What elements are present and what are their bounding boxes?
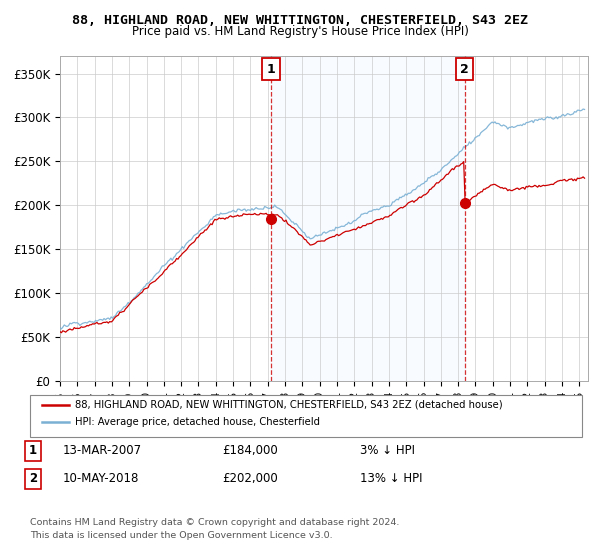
- Text: 1: 1: [29, 444, 37, 458]
- Text: 10-MAY-2018: 10-MAY-2018: [63, 472, 139, 486]
- Text: 1: 1: [267, 63, 275, 76]
- Text: £184,000: £184,000: [222, 444, 278, 458]
- Text: Price paid vs. HM Land Registry's House Price Index (HPI): Price paid vs. HM Land Registry's House …: [131, 25, 469, 38]
- Text: 2: 2: [29, 472, 37, 486]
- Text: 2: 2: [460, 63, 469, 76]
- Bar: [271, 56, 464, 381]
- Text: 3% ↓ HPI: 3% ↓ HPI: [360, 444, 415, 458]
- Text: 88, HIGHLAND ROAD, NEW WHITTINGTON, CHESTERFIELD, S43 2EZ (detached house): 88, HIGHLAND ROAD, NEW WHITTINGTON, CHES…: [81, 400, 509, 410]
- Text: 88, HIGHLAND ROAD, NEW WHITTINGTON, CHESTERFIELD, S43 2EZ: 88, HIGHLAND ROAD, NEW WHITTINGTON, CHES…: [72, 14, 528, 27]
- Text: 13-MAR-2007: 13-MAR-2007: [63, 444, 142, 458]
- Text: ─────: ─────: [45, 417, 79, 427]
- Text: HPI: Average price, detached house, Chesterfield: HPI: Average price, detached house, Ches…: [75, 417, 320, 427]
- Text: HPI: Average price, detached house, Chesterfield: HPI: Average price, detached house, Ches…: [81, 417, 326, 427]
- Text: 88, HIGHLAND ROAD, NEW WHITTINGTON, CHESTERFIELD, S43 2EZ (detached house): 88, HIGHLAND ROAD, NEW WHITTINGTON, CHES…: [75, 400, 503, 410]
- Text: 13% ↓ HPI: 13% ↓ HPI: [360, 472, 422, 486]
- Text: £202,000: £202,000: [222, 472, 278, 486]
- Text: Contains HM Land Registry data © Crown copyright and database right 2024.
This d: Contains HM Land Registry data © Crown c…: [30, 518, 400, 539]
- Text: ─────: ─────: [45, 400, 79, 410]
